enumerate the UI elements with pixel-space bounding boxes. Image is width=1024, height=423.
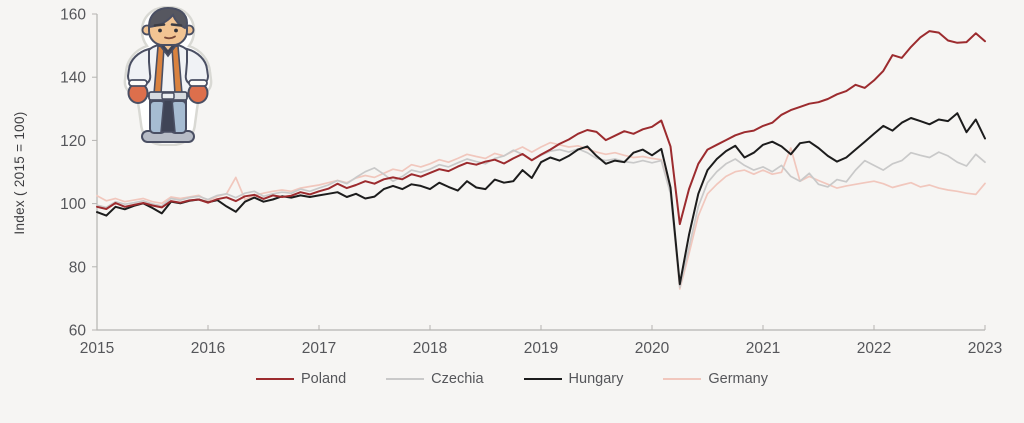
- left-glove-cuff: [128, 79, 148, 87]
- legend-label-czechia: Czechia: [431, 371, 484, 387]
- x-tick-label: 2023: [968, 340, 1002, 357]
- x-tick-label: 2015: [80, 340, 114, 357]
- y-tick-label: 120: [60, 133, 86, 150]
- legend-label-hungary: Hungary: [568, 371, 624, 387]
- legend-label-germany: Germany: [708, 371, 768, 387]
- legend-swatch-czechia: [386, 377, 425, 381]
- left-arm-sleeve: [126, 47, 152, 85]
- x-tick-label: 2017: [302, 340, 336, 357]
- legend-item-poland: Poland: [256, 371, 346, 387]
- legend-item-czechia: Czechia: [386, 371, 484, 387]
- series-line-czechia: [96, 148, 986, 289]
- right-eyebrow: [170, 23, 183, 27]
- x-tick-label: 2018: [413, 340, 447, 357]
- right-glove-cuff: [188, 79, 208, 87]
- left-eye: [158, 28, 162, 33]
- series-line-germany: [96, 141, 986, 290]
- hair: [147, 6, 189, 30]
- mouth-smirk: [164, 35, 176, 40]
- y-tick-label: 140: [60, 70, 86, 87]
- axis-lines: [96, 14, 985, 331]
- center-wedge: [160, 98, 176, 133]
- x-tick-label: 2019: [524, 340, 558, 357]
- legend-item-germany: Germany: [663, 371, 768, 387]
- y-tick-label: 80: [69, 259, 87, 276]
- mascot-strongman-illustration: [123, 6, 213, 146]
- x-tick-label: 2020: [635, 340, 670, 357]
- y-tick-label: 160: [60, 7, 86, 24]
- y-tick-label: 100: [60, 196, 86, 213]
- right-eye: [174, 28, 178, 33]
- x-tick-label: 2016: [191, 340, 225, 357]
- y-tick-label: 60: [69, 323, 87, 340]
- legend-swatch-poland: [256, 377, 294, 381]
- legend-item-hungary: Hungary: [523, 371, 624, 387]
- x-tick-label: 2022: [857, 340, 891, 357]
- legend-label-poland: Poland: [301, 371, 347, 387]
- legend-swatch-germany: [663, 377, 702, 381]
- legend-swatch-hungary: [523, 377, 562, 381]
- series-line-hungary: [96, 112, 986, 286]
- left-eyebrow: [153, 23, 166, 27]
- right-arm-sleeve: [184, 47, 210, 85]
- belt-buckle: [161, 92, 175, 100]
- x-tick-label: 2021: [746, 340, 780, 357]
- chart-legend: Poland Czechia Hungary Germany: [0, 371, 1024, 387]
- series-line-poland: [96, 30, 986, 226]
